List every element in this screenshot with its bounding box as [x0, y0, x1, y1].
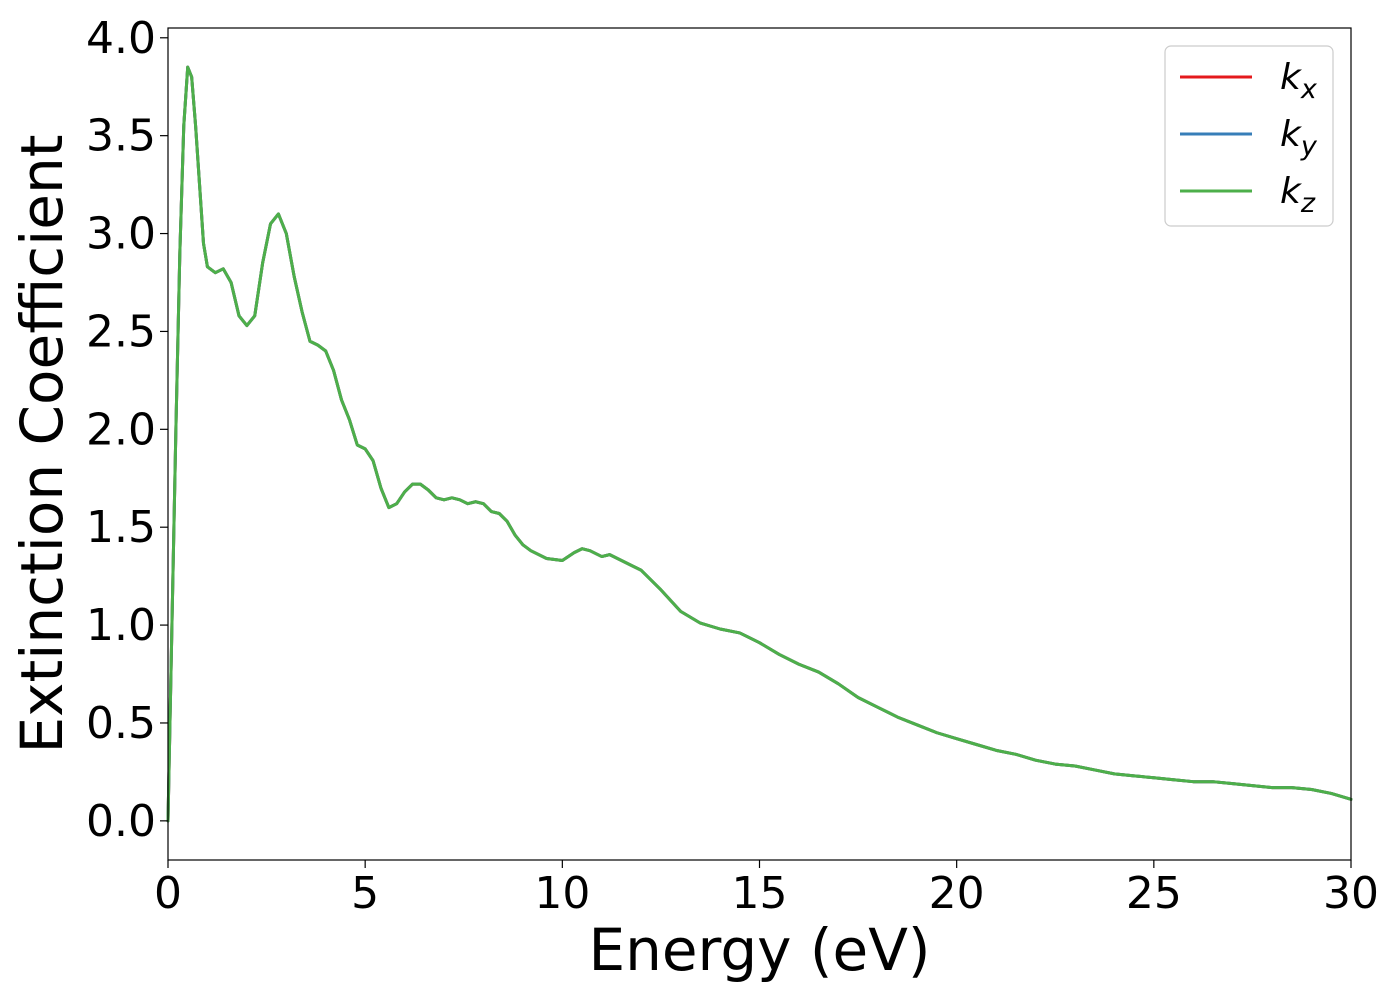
y-tick-label: 4.0 [86, 13, 156, 64]
y-tick-label: 3.5 [86, 111, 156, 162]
y-tick-label: 0.0 [86, 796, 156, 847]
x-tick-label: 5 [351, 868, 379, 919]
x-tick-label: 15 [732, 868, 788, 919]
legend: kx ky kz [1164, 45, 1334, 227]
legend-label-ky: ky [1280, 114, 1318, 162]
x-tick-label: 25 [1126, 868, 1182, 919]
series-line-kz [166, 65, 1353, 823]
x-axis-title: Energy (eV) [588, 916, 930, 984]
y-axis-ticks: 0.0 0.5 1.0 1.5 2.0 2.5 3.0 3.5 4.0 [86, 13, 168, 847]
y-axis-title: Extinction Coefficient [8, 135, 76, 754]
legend-box [1164, 45, 1334, 227]
x-tick-label: 0 [154, 868, 182, 919]
y-tick-label: 2.5 [86, 306, 156, 357]
y-tick-label: 2.0 [86, 404, 156, 455]
y-tick-label: 1.0 [86, 600, 156, 651]
y-tick-label: 0.5 [86, 698, 156, 749]
x-tick-label: 20 [929, 868, 985, 919]
x-tick-label: 10 [534, 868, 590, 919]
legend-label-kz: kz [1280, 171, 1316, 219]
y-tick-label: 1.5 [86, 502, 156, 553]
legend-label-kx: kx [1280, 57, 1318, 105]
y-tick-label: 3.0 [86, 209, 156, 260]
x-axis-ticks: 0 5 10 15 20 25 30 [154, 860, 1379, 919]
x-tick-label: 30 [1323, 868, 1379, 919]
series-layer [166, 65, 1353, 823]
